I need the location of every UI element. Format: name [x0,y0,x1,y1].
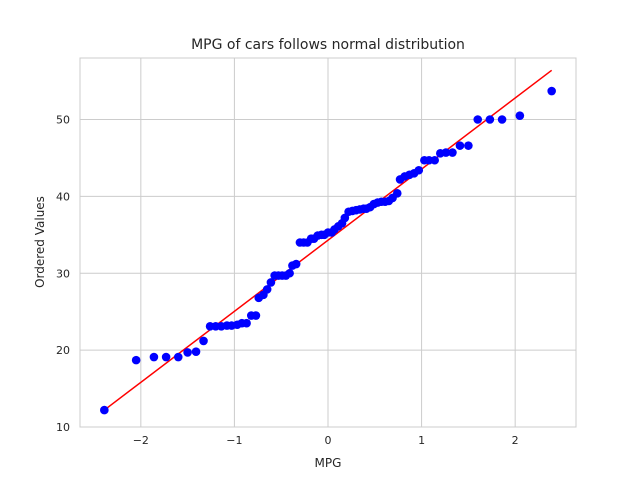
chart-title: MPG of cars follows normal distribution [191,37,465,53]
x-tick-label: −2 [133,434,149,447]
data-point [161,352,171,362]
x-axis-label: MPG [315,456,342,470]
data-point [392,189,402,198]
data-points [100,86,556,415]
y-axis-label: Ordered Values [33,196,47,288]
data-point [251,311,261,320]
data-point [266,278,276,287]
x-tick-label: 1 [418,434,425,447]
data-point [291,259,301,269]
tick-labels: −2 −1 0 1 2 10 20 30 40 50 [56,114,519,448]
y-tick-label: 30 [56,267,70,280]
data-point [448,148,457,157]
y-tick-label: 10 [56,421,70,434]
data-point [455,141,465,150]
y-tick-label: 20 [56,344,70,357]
data-point [183,348,192,357]
data-point [430,155,439,165]
plot-area-frame [79,57,577,428]
data-point [414,165,424,175]
data-point [242,318,251,328]
data-point [199,336,208,346]
y-tick-label: 40 [56,190,70,203]
y-tick-label: 50 [56,114,70,127]
data-point [131,355,141,365]
data-point [547,86,556,96]
data-point [100,405,109,415]
data-point [149,352,159,362]
data-point [173,352,183,362]
data-point [473,115,483,124]
data-point [285,268,294,278]
data-point [497,115,507,124]
data-point [262,285,272,294]
x-tick-label: −1 [226,434,242,447]
data-point [340,213,350,223]
data-point [441,148,451,157]
x-tick-label: 2 [512,434,519,447]
data-point [464,141,473,150]
data-point [485,115,495,124]
data-point [515,111,525,120]
data-point [191,347,201,356]
x-tick-label: 0 [325,434,332,447]
